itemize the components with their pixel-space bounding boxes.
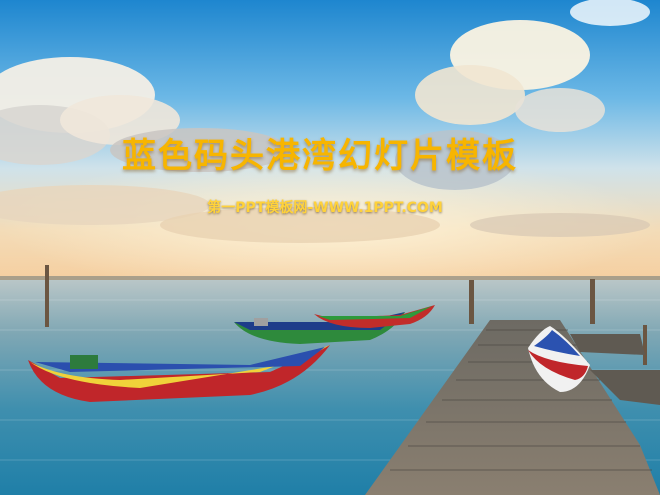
boat-pier — [528, 326, 590, 392]
slide-title: 蓝色码头港湾幻灯片模板 — [122, 136, 518, 176]
clouds — [0, 0, 650, 243]
slide-subtitle: 第一PPT模板网-WWW.1PPT.COM — [207, 200, 443, 216]
mooring-poles — [45, 265, 647, 365]
boat-back — [314, 305, 435, 328]
boat-left — [28, 345, 330, 402]
